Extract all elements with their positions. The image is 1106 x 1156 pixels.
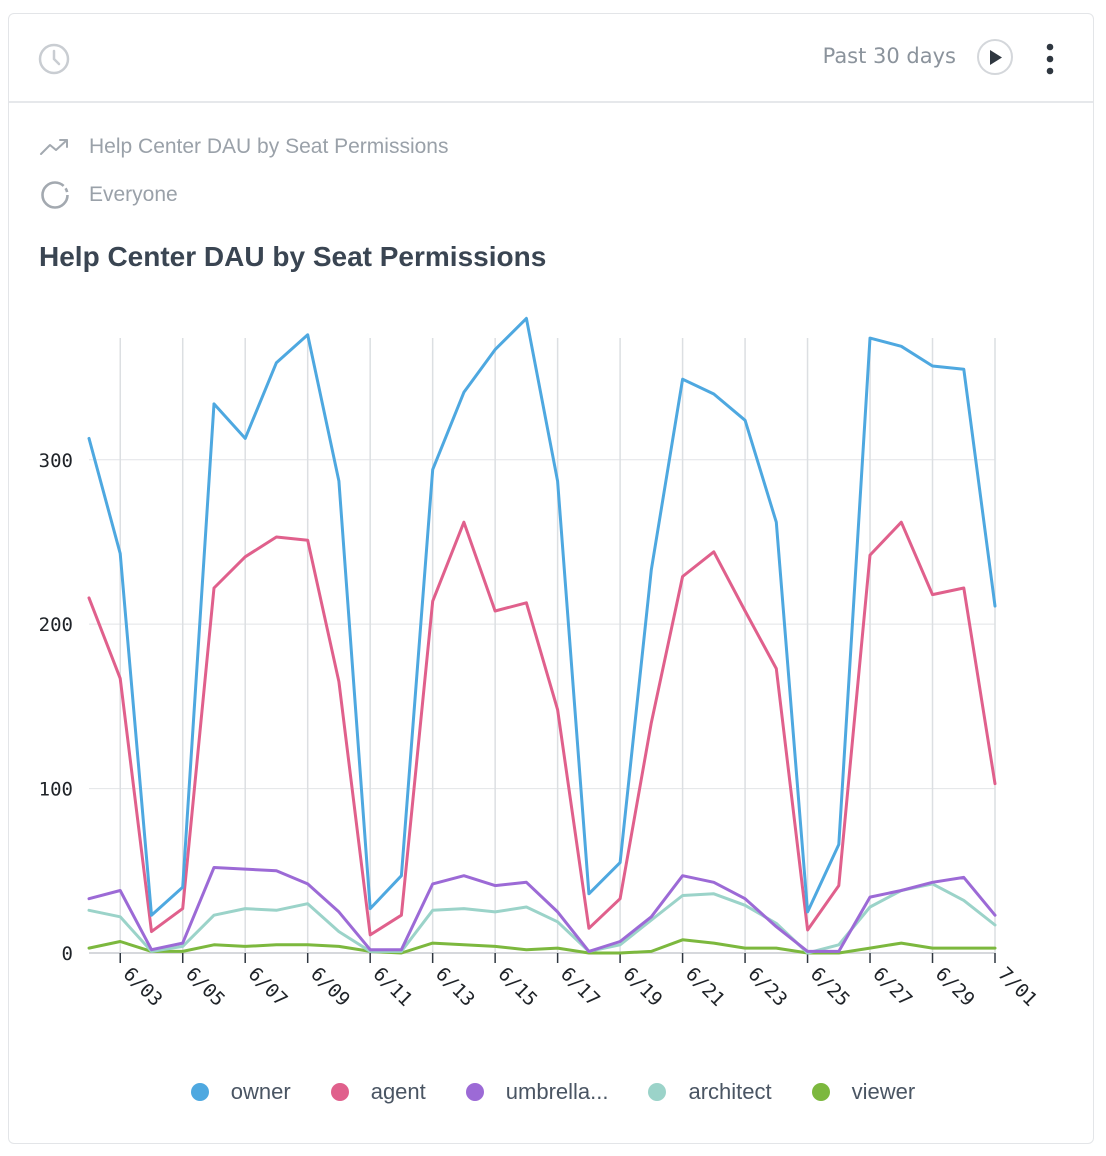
legend-swatch — [811, 1083, 830, 1101]
legend-item[interactable]: owner — [190, 1079, 291, 1105]
trend-line-icon — [40, 139, 68, 155]
question-name[interactable]: Help Center DAU by Seat Permissions — [89, 135, 449, 158]
legend-item[interactable]: umbrella... — [465, 1079, 609, 1105]
series-line-agent[interactable] — [87, 520, 997, 937]
legend-label: viewer — [851, 1079, 916, 1104]
x-tick-label: 6/07 — [244, 963, 292, 1011]
vertical-ellipsis-icon[interactable] — [1039, 42, 1061, 78]
x-tick-label: 6/05 — [181, 963, 229, 1011]
segment-row[interactable]: Everyone — [39, 180, 178, 210]
x-tick-label: 6/11 — [369, 963, 417, 1011]
x-tick-label: 6/09 — [306, 963, 354, 1011]
legend-item[interactable]: agent — [330, 1079, 426, 1105]
x-tick-label: 6/17 — [556, 963, 604, 1011]
series-line-architect[interactable] — [87, 882, 997, 955]
series-line-viewer[interactable] — [87, 938, 997, 955]
legend-item[interactable]: architect — [648, 1079, 772, 1105]
chart-grid — [89, 338, 996, 954]
x-tick-label: 6/25 — [806, 963, 854, 1011]
x-tick-label: 6/03 — [119, 963, 167, 1011]
y-tick-label: 0 — [62, 943, 73, 965]
chart-legend: owner agent umbrella... architect viewer — [0, 1077, 1106, 1107]
chart-card: Past 30 days Help Center DAU by Seat Per… — [8, 13, 1094, 1144]
x-tick-label: 6/19 — [619, 963, 667, 1011]
run-button[interactable] — [977, 39, 1013, 75]
x-tick-label: 6/23 — [744, 963, 792, 1011]
line-chart: 0 100 200 300 6/03 6/05 6/07 6/09 6/11 6/13 6/15 6/… — [39, 316, 1041, 1011]
legend-swatch — [648, 1083, 667, 1101]
y-tick-label: 100 — [39, 779, 73, 801]
segment-ring-icon — [41, 181, 69, 209]
legend-swatch — [190, 1083, 209, 1101]
y-tick-label: 300 — [39, 450, 73, 472]
x-tick-label: 6/13 — [431, 963, 479, 1011]
x-tick-label: 7/01 — [993, 963, 1041, 1011]
legend-label: owner — [230, 1079, 291, 1104]
segment-name[interactable]: Everyone — [89, 183, 178, 206]
legend-label: agent — [370, 1079, 426, 1104]
clock-icon[interactable] — [37, 42, 71, 76]
card-toolbar: Past 30 days — [9, 14, 1093, 103]
x-tick-label: 6/29 — [931, 963, 979, 1011]
question-row[interactable]: Help Center DAU by Seat Permissions — [39, 132, 448, 162]
chart-title: Help Center DAU by Seat Permissions — [39, 241, 547, 272]
x-tick-label: 6/15 — [494, 963, 542, 1011]
series-line-owner[interactable] — [87, 316, 997, 917]
series-line-umbrella[interactable] — [87, 866, 997, 953]
x-tick-label: 6/21 — [681, 963, 729, 1011]
y-tick-label: 200 — [39, 614, 73, 636]
legend-label: umbrella... — [505, 1079, 609, 1104]
chart-series — [87, 316, 997, 955]
date-range-label[interactable]: Past 30 days — [822, 44, 956, 68]
legend-item[interactable]: viewer — [811, 1079, 916, 1105]
x-tick-label: 6/27 — [868, 963, 916, 1011]
play-icon — [990, 50, 1002, 65]
legend-label: architect — [688, 1079, 772, 1104]
legend-swatch — [330, 1083, 349, 1101]
legend-swatch — [465, 1083, 484, 1101]
